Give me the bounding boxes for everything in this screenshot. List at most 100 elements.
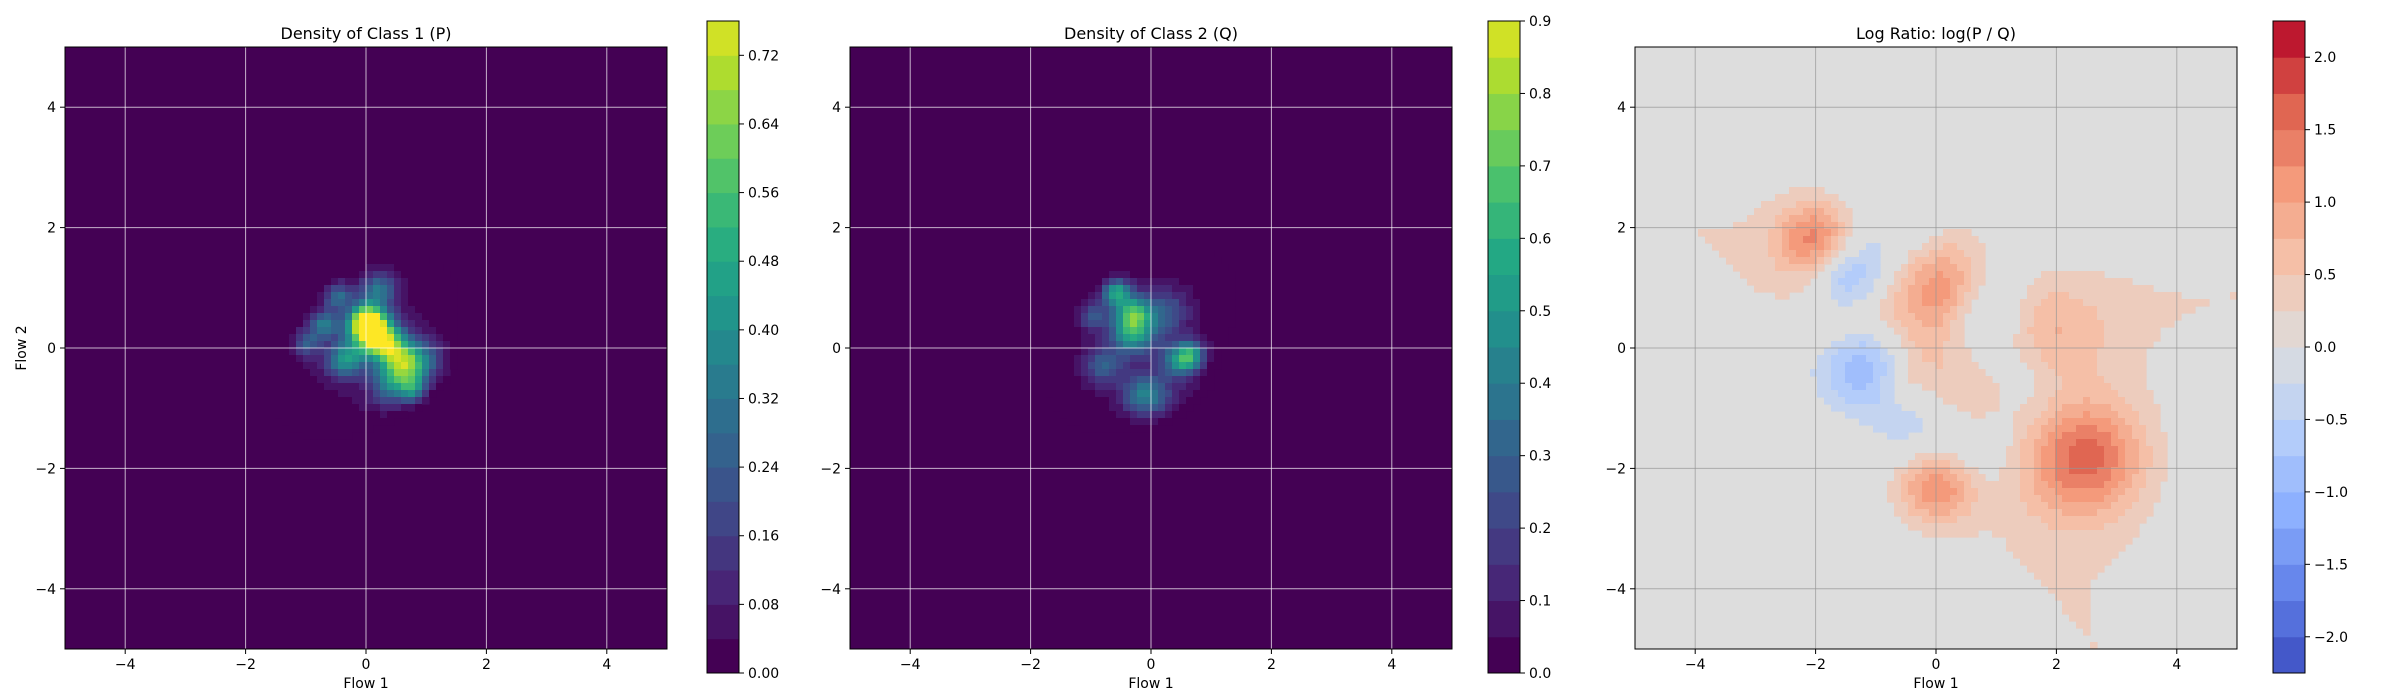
heatmap-cell: [2153, 446, 2161, 454]
heatmap-cell: [1158, 292, 1166, 300]
heatmap-cell: [380, 257, 388, 265]
heatmap-cell: [2034, 474, 2042, 482]
heatmap-cell: [2132, 481, 2140, 489]
heatmap-cell: [366, 355, 374, 363]
heatmap-cell: [2041, 355, 2049, 363]
heatmap-cell: [2083, 404, 2091, 412]
heatmap-cell: [1754, 222, 1762, 230]
heatmap-cell: [1999, 502, 2007, 510]
heatmap-cell: [1929, 369, 1937, 377]
heatmap-cell: [1151, 383, 1159, 391]
heatmap-cell: [2104, 481, 2112, 489]
heatmap-cell: [2139, 509, 2147, 517]
heatmap-cell: [1102, 299, 1110, 307]
heatmap-cell: [436, 285, 444, 293]
heatmap-cell: [303, 376, 311, 384]
heatmap-cell: [1179, 271, 1187, 279]
heatmap-cell: [1193, 250, 1201, 258]
heatmap-cell: [1873, 243, 1881, 251]
heatmap-cell: [1214, 341, 1222, 349]
heatmap-cell: [450, 334, 458, 342]
heatmap-cell: [2146, 397, 2154, 405]
heatmap-cell: [2125, 495, 2133, 503]
heatmap-cell: [2090, 439, 2098, 447]
heatmap-cell: [310, 306, 318, 314]
heatmap-cell: [1067, 355, 1075, 363]
heatmap-cell: [2181, 306, 2189, 314]
heatmap-cell: [1726, 243, 1734, 251]
heatmap-cell: [1880, 348, 1888, 356]
colorbar-level: [1488, 21, 1520, 58]
heatmap-cell: [1831, 271, 1839, 279]
heatmap-cell: [1936, 355, 1944, 363]
heatmap-cell: [2034, 460, 2042, 468]
heatmap-cell: [1060, 376, 1068, 384]
heatmap-cell: [338, 285, 346, 293]
y-tick-label: 4: [47, 100, 56, 116]
heatmap-cell: [1929, 383, 1937, 391]
heatmap-cell: [1887, 299, 1895, 307]
heatmap-cell: [2076, 390, 2084, 398]
heatmap-cell: [1102, 292, 1110, 300]
heatmap-cell: [2027, 446, 2035, 454]
heatmap-cell: [2034, 348, 2042, 356]
heatmap-cell: [1768, 229, 1776, 237]
colorbar-tick-label: 0.5: [2314, 268, 2336, 284]
heatmap-cell: [2153, 292, 2161, 300]
heatmap-cell: [436, 271, 444, 279]
heatmap-cell: [380, 320, 388, 328]
heatmap-cell: [2118, 320, 2126, 328]
heatmap-cell: [1929, 460, 1937, 468]
heatmap-cell: [1901, 292, 1909, 300]
heatmap-cell: [1144, 411, 1152, 419]
heatmap-cell: [2160, 446, 2168, 454]
heatmap-cell: [2069, 551, 2077, 559]
heatmap-cell: [1831, 201, 1839, 209]
heatmap-cell: [2153, 474, 2161, 482]
heatmap-cell: [1936, 516, 1944, 524]
heatmap-cell: [2097, 460, 2105, 468]
heatmap-cell: [1046, 362, 1054, 370]
heatmap-cell: [408, 264, 416, 272]
heatmap-cell: [1915, 292, 1923, 300]
heatmap-cell: [1915, 285, 1923, 293]
heatmap-cell: [2111, 320, 2119, 328]
heatmap-cell: [1046, 390, 1054, 398]
heatmap-cell: [1053, 383, 1061, 391]
heatmap-cell: [1151, 376, 1159, 384]
heatmap-cell: [1116, 334, 1124, 342]
heatmap-cell: [2076, 474, 2084, 482]
heatmap-cell: [2125, 341, 2133, 349]
heatmap-cell: [296, 404, 304, 412]
heatmap-cell: [2055, 341, 2063, 349]
heatmap-cell: [2139, 467, 2147, 475]
heatmap-cell: [1123, 411, 1131, 419]
heatmap-cell: [352, 271, 360, 279]
heatmap-cell: [366, 285, 374, 293]
heatmap-cell: [408, 271, 416, 279]
heatmap-cell: [2139, 334, 2147, 342]
heatmap-cell: [1102, 404, 1110, 412]
heatmap-cell: [2097, 418, 2105, 426]
heatmap-cell: [2153, 418, 2161, 426]
heatmap-cell: [366, 348, 374, 356]
heatmap-cell: [1074, 320, 1082, 328]
heatmap-cell: [1200, 320, 1208, 328]
heatmap-cell: [1887, 320, 1895, 328]
heatmap-cell: [380, 355, 388, 363]
heatmap-cell: [2139, 460, 2147, 468]
heatmap-cell: [1824, 236, 1832, 244]
heatmap-cell: [338, 278, 346, 286]
heatmap-cell: [1985, 523, 1993, 531]
heatmap-cell: [2069, 488, 2077, 496]
heatmap-cell: [1705, 236, 1713, 244]
x-tick-label: 0: [1147, 657, 1156, 673]
heatmap-cell: [2125, 397, 2133, 405]
heatmap-cell: [2069, 341, 2077, 349]
heatmap-cell: [289, 383, 297, 391]
heatmap-cell: [1193, 341, 1201, 349]
heatmap-cell: [317, 355, 325, 363]
heatmap-cell: [1158, 299, 1166, 307]
heatmap-cell: [1060, 404, 1068, 412]
heatmap-cell: [1936, 523, 1944, 531]
